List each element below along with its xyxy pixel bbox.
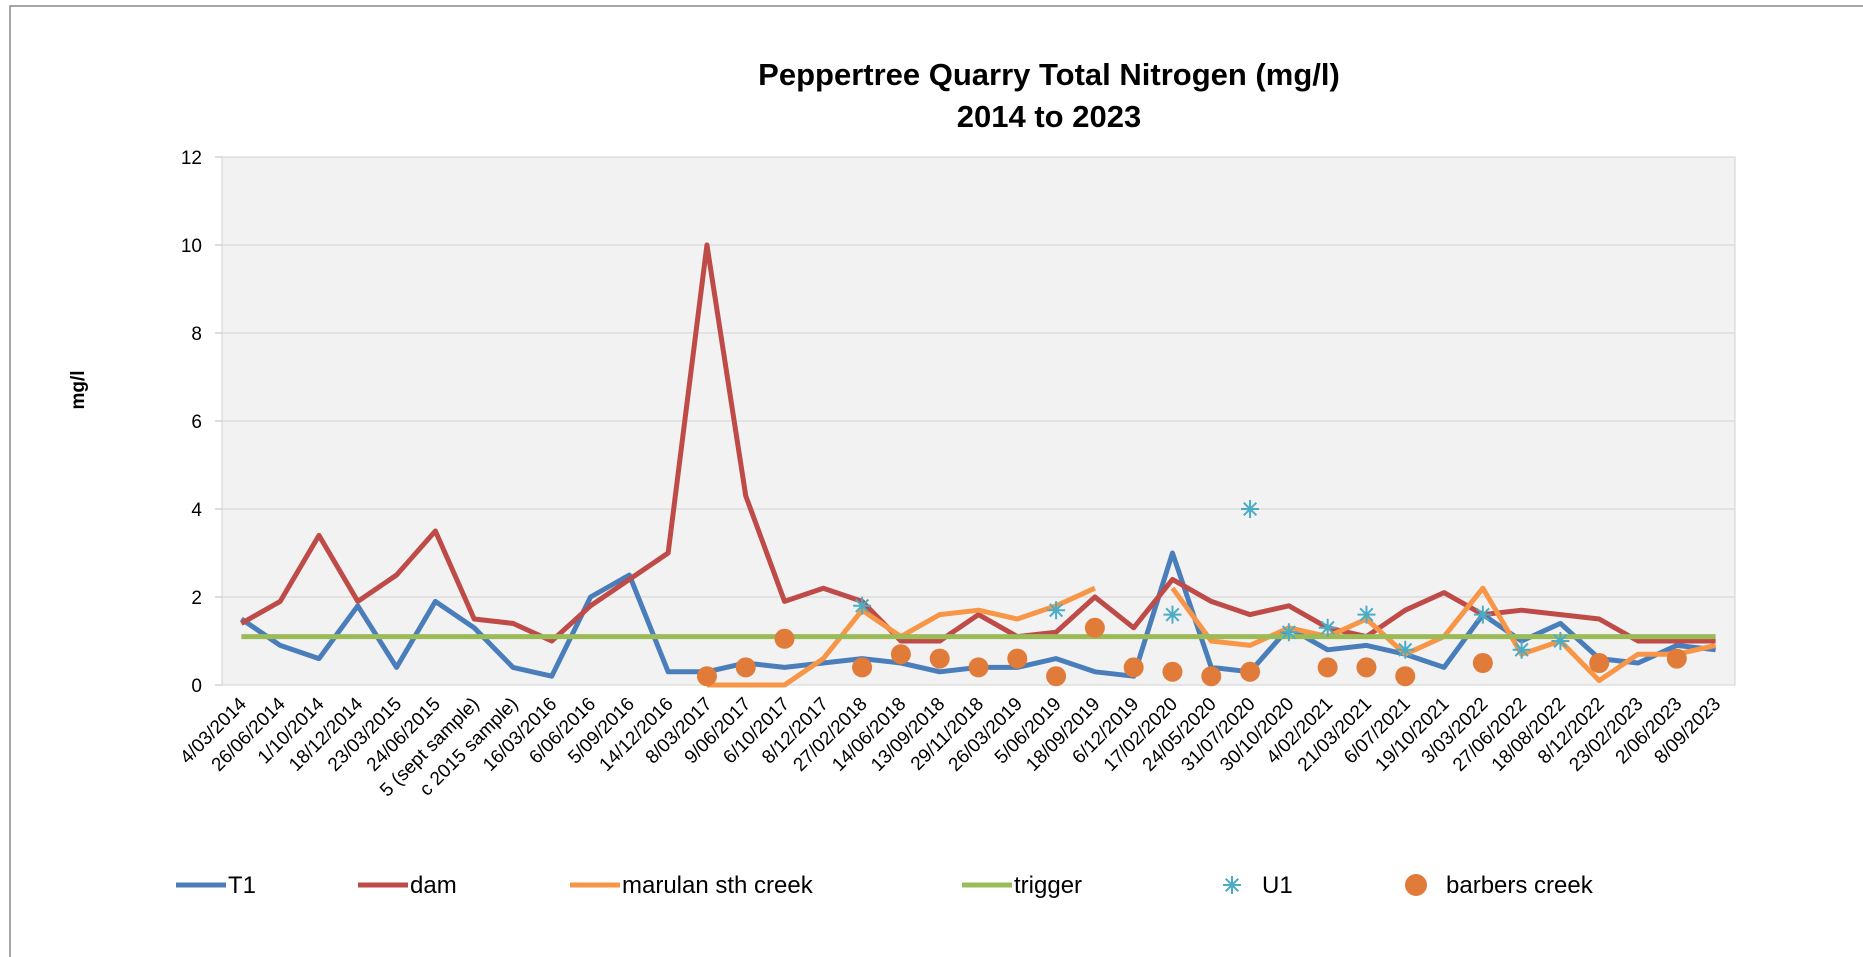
legend-label: trigger [1014, 872, 1082, 899]
point [1357, 605, 1376, 624]
legend-swatch [1405, 874, 1427, 896]
point [1047, 601, 1066, 620]
point [890, 644, 911, 665]
y-tick-label: 10 [181, 236, 202, 257]
point [1551, 632, 1570, 650]
legend-label: barbers creek [1446, 872, 1594, 899]
legend-label: marulan sth creek [622, 872, 814, 899]
legend-swatch [1223, 876, 1241, 894]
point [1240, 661, 1261, 682]
point [1201, 666, 1222, 687]
point [1163, 605, 1182, 624]
point [774, 628, 795, 649]
point [1666, 648, 1687, 669]
point [853, 596, 872, 615]
point [852, 657, 873, 678]
point [929, 648, 950, 669]
point [696, 666, 717, 687]
point [1396, 640, 1415, 659]
point [1279, 623, 1298, 642]
y-tick-label: 12 [181, 148, 202, 169]
point [1589, 653, 1610, 673]
legend-label: T1 [228, 872, 256, 899]
point [1123, 657, 1144, 678]
point [735, 657, 756, 678]
point [1356, 657, 1377, 678]
point [1162, 661, 1183, 682]
y-axis-label: mg/l [68, 370, 89, 409]
point [1046, 666, 1067, 687]
point [1241, 500, 1260, 518]
y-tick-label: 0 [191, 676, 202, 697]
legend-label: U1 [1262, 872, 1293, 899]
y-tick-label: 4 [191, 500, 202, 521]
point [1472, 653, 1493, 673]
point [1084, 617, 1105, 638]
y-tick-label: 8 [191, 324, 202, 345]
y-tick-label: 2 [191, 588, 202, 609]
point [1473, 605, 1492, 624]
point [1395, 666, 1416, 687]
point [1318, 618, 1337, 637]
point [1512, 640, 1531, 659]
legend-label: dam [410, 872, 457, 899]
chart-title: Peppertree Quarry Total Nitrogen (mg/l) [758, 57, 1340, 92]
chart-subtitle: 2014 to 2023 [957, 99, 1141, 134]
y-tick-label: 6 [191, 412, 202, 433]
point [1317, 657, 1338, 678]
point [968, 657, 989, 678]
point [1007, 648, 1028, 669]
